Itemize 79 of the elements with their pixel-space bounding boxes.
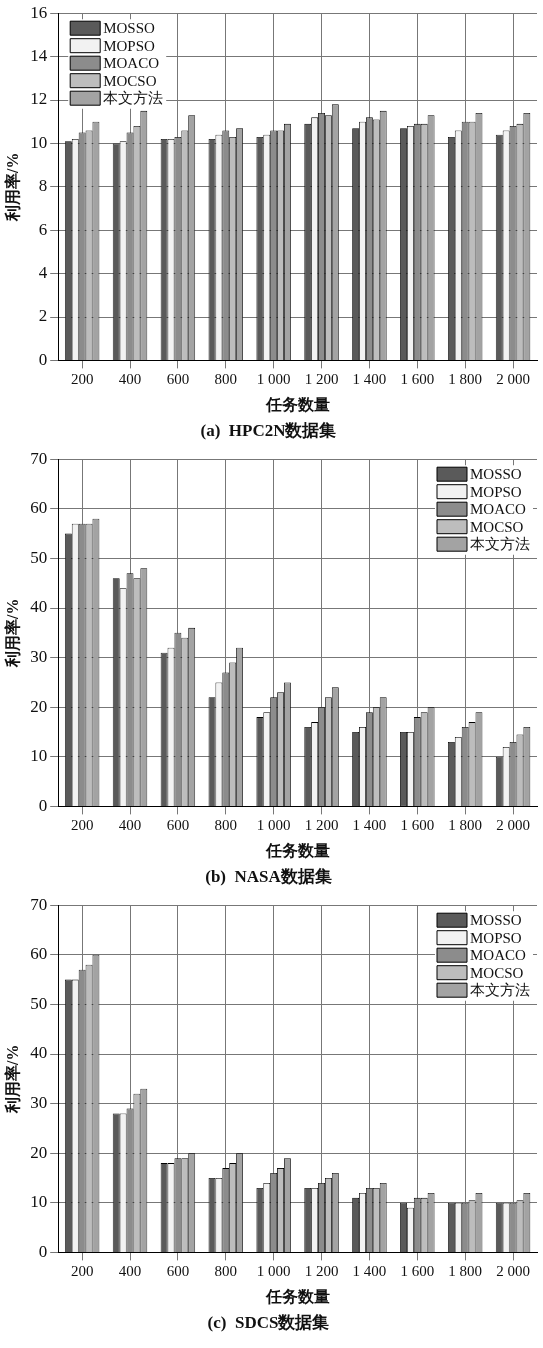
y-tick-label: 70 bbox=[30, 894, 48, 914]
x-tick-label: 1 000 bbox=[256, 817, 291, 834]
y-tick-label: 60 bbox=[30, 944, 48, 964]
legend-label: 本文方法 bbox=[103, 90, 164, 107]
y-tick-label: 20 bbox=[30, 1142, 48, 1162]
x-tick-label: 1 400 bbox=[352, 817, 387, 834]
legend-label: MOACO bbox=[470, 947, 527, 964]
legend-label: 本文方法 bbox=[470, 982, 530, 999]
y-axis-title: 利用率/% bbox=[2, 598, 21, 669]
x-tick-label: 1 400 bbox=[352, 371, 387, 388]
x-tick-label: 400 bbox=[118, 817, 142, 834]
x-tick-label: 1 200 bbox=[304, 1263, 339, 1280]
x-tick-label: 2 000 bbox=[496, 371, 530, 388]
y-tick-label: 0 bbox=[38, 349, 48, 369]
x-tick-label: 1 000 bbox=[256, 371, 291, 388]
x-axis-title: 任务数量 bbox=[264, 1288, 330, 1306]
y-tick-label: 10 bbox=[30, 1192, 48, 1212]
x-tick-label: 1 800 bbox=[448, 817, 483, 834]
x-axis-title: 任务数量 bbox=[264, 396, 330, 414]
y-tick-label: 30 bbox=[30, 1093, 48, 1113]
x-tick-label: 1 200 bbox=[304, 371, 339, 388]
x-tick-label: 600 bbox=[166, 1263, 190, 1280]
x-tick-label: 1 600 bbox=[400, 371, 435, 388]
y-tick-label: 16 bbox=[30, 2, 48, 22]
x-tick-label: 200 bbox=[70, 817, 94, 834]
y-tick-label: 4 bbox=[38, 263, 48, 283]
x-tick-label: 600 bbox=[166, 371, 190, 388]
y-axis-title: 利用率/% bbox=[2, 1044, 21, 1115]
y-tick-label: 2 bbox=[38, 306, 48, 326]
legend-label: MOCSO bbox=[470, 518, 524, 535]
y-tick-label: 6 bbox=[38, 219, 48, 239]
x-tick-label: 400 bbox=[118, 1263, 142, 1280]
legend-label: MOACO bbox=[103, 55, 160, 72]
x-tick-label: 800 bbox=[214, 817, 238, 834]
y-tick-label: 12 bbox=[30, 89, 48, 109]
y-tick-label: 14 bbox=[30, 46, 48, 66]
y-tick-label: 50 bbox=[30, 993, 48, 1013]
x-tick-label: 1 000 bbox=[256, 1263, 291, 1280]
y-tick-label: 0 bbox=[38, 795, 48, 815]
y-tick-label: 10 bbox=[30, 132, 48, 152]
x-tick-label: 1 600 bbox=[400, 817, 435, 834]
x-axis-title: 任务数量 bbox=[264, 842, 330, 860]
legend-label: MOPSO bbox=[470, 483, 522, 500]
y-tick-label: 60 bbox=[30, 498, 48, 518]
y-tick-label: 70 bbox=[30, 448, 48, 468]
y-tick-label: 8 bbox=[38, 176, 48, 196]
x-tick-label: 200 bbox=[70, 371, 94, 388]
x-tick-label: 1 800 bbox=[448, 371, 483, 388]
text: (c) SDCS数据集 bbox=[207, 1313, 330, 1333]
legend-label: MOSSO bbox=[470, 466, 522, 483]
text: (a) HPC2N数据集 bbox=[200, 421, 337, 441]
y-tick-label: 40 bbox=[30, 597, 48, 617]
y-tick-label: 40 bbox=[30, 1043, 48, 1063]
legend-label: MOCSO bbox=[103, 72, 157, 89]
legend-label: MOSSO bbox=[103, 20, 156, 37]
y-tick-label: 50 bbox=[30, 547, 48, 567]
legend-label: MOSSO bbox=[470, 912, 522, 929]
x-tick-label: 800 bbox=[214, 371, 238, 388]
text: (b) NASA数据集 bbox=[205, 867, 332, 887]
x-tick-label: 1 400 bbox=[352, 1263, 387, 1280]
legend-label: MOPSO bbox=[103, 37, 156, 54]
x-tick-label: 1 800 bbox=[448, 1263, 483, 1280]
y-tick-label: 20 bbox=[30, 696, 48, 716]
y-tick-label: 0 bbox=[38, 1241, 48, 1261]
y-axis-title: 利用率/% bbox=[2, 152, 21, 223]
x-tick-label: 400 bbox=[118, 371, 142, 388]
legend-label: MOPSO bbox=[470, 929, 522, 946]
x-tick-label: 200 bbox=[70, 1263, 94, 1280]
x-tick-label: 1 200 bbox=[304, 817, 339, 834]
x-tick-label: 600 bbox=[166, 817, 190, 834]
legend-label: 本文方法 bbox=[470, 536, 530, 553]
y-tick-label: 30 bbox=[30, 647, 48, 667]
x-tick-label: 800 bbox=[214, 1263, 238, 1280]
x-tick-label: 2 000 bbox=[496, 817, 530, 834]
legend-label: MOCSO bbox=[470, 964, 524, 981]
x-tick-label: 1 600 bbox=[400, 1263, 435, 1280]
y-tick-label: 10 bbox=[30, 746, 48, 766]
x-tick-label: 2 000 bbox=[496, 1263, 530, 1280]
legend-label: MOACO bbox=[470, 501, 527, 518]
